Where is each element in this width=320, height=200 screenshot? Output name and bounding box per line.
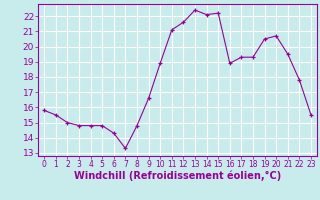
X-axis label: Windchill (Refroidissement éolien,°C): Windchill (Refroidissement éolien,°C) bbox=[74, 171, 281, 181]
